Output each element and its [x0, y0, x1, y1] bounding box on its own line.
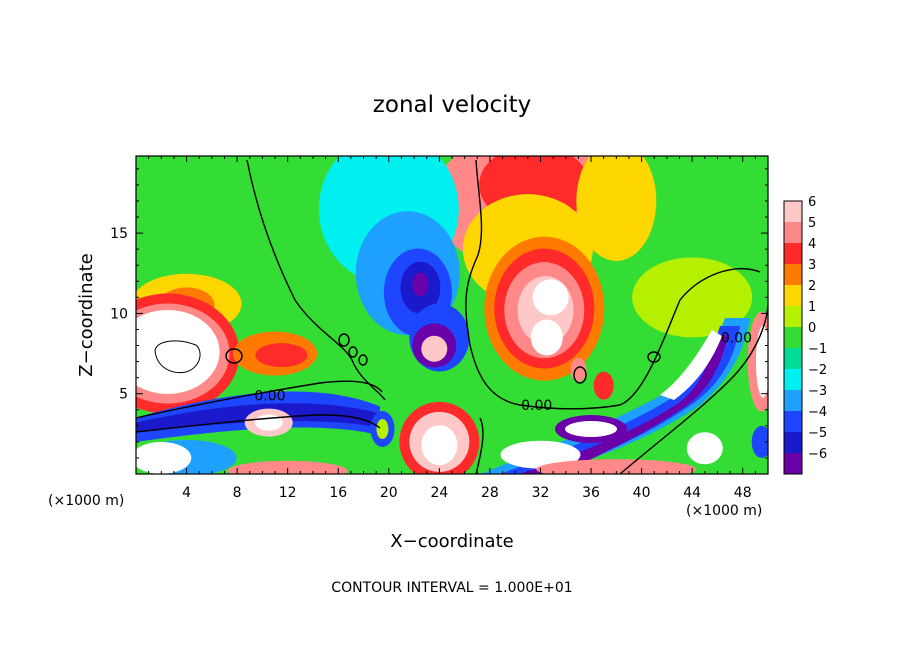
y-tick-label: 5: [119, 387, 128, 403]
field-blob-50: [593, 371, 614, 400]
colorbar-swatch: [784, 306, 802, 328]
velocity-field: 0.00 0.00 0.00: [136, 156, 768, 474]
colorbar-swatch: [784, 222, 802, 244]
colorbar-tick-label: −3: [808, 384, 827, 399]
zero-contour-lines: [136, 159, 768, 474]
field-blob-48: [751, 425, 768, 458]
field-blob-31: [136, 441, 192, 474]
field-blob-40: [520, 335, 728, 474]
colorbar-swatch: [784, 369, 802, 391]
x-tick-label: 40: [633, 485, 651, 501]
contour-label: 0.00: [721, 330, 752, 346]
x-tick-label: 36: [582, 485, 600, 501]
colorbar-tick-label: 3: [808, 258, 816, 273]
y-tick-label: 15: [110, 226, 128, 242]
x-tick-label: 12: [279, 485, 297, 501]
colorbar-swatch: [784, 264, 802, 286]
colorbar-tick-label: 6: [808, 195, 816, 210]
colorbar-tick-label: −6: [808, 447, 827, 462]
field-blob-47: [755, 325, 768, 398]
colorbar-swatch: [784, 390, 802, 412]
contour-label: 0.00: [254, 388, 285, 404]
x-tick-label: 24: [430, 485, 448, 501]
field-blob-44: [500, 440, 581, 469]
field-blob-25: [255, 343, 308, 368]
colorbar-swatch: [784, 432, 802, 454]
field-blob-45: [536, 459, 697, 474]
colorbar-tick-label: 2: [808, 279, 816, 294]
colorbar-tick-label: −1: [808, 342, 827, 357]
colorbar-tick-label: 1: [808, 300, 816, 315]
x-unit-right: (×1000 m): [686, 503, 762, 519]
x-tick-label: 32: [532, 485, 550, 501]
field-blob-19: [532, 279, 569, 316]
colorbar-tick-label: −4: [808, 405, 827, 420]
chart-title: zonal velocity: [373, 92, 531, 118]
field-blob-34: [376, 419, 389, 440]
colorbar-swatch: [784, 348, 802, 370]
contour-label: 0.00: [521, 398, 552, 414]
colorbar-tick-label: 5: [808, 216, 816, 231]
field-blob-37: [421, 425, 458, 466]
field-blob-43: [565, 421, 618, 438]
colorbar-swatch: [784, 453, 802, 475]
colorbar-tick-label: −2: [808, 363, 827, 378]
field-blob-32: [227, 460, 348, 474]
field-blob-20: [530, 319, 563, 356]
field-blob-7: [412, 272, 429, 297]
colorbar: 6 5 4 3 2 1 0 −1 −2 −3 −4 −5 −6: [783, 195, 827, 475]
x-tick-label: 28: [481, 485, 499, 501]
field-blob-13: [576, 156, 657, 261]
field-blob-10: [421, 335, 448, 362]
x-tick-label: 44: [683, 485, 701, 501]
colorbar-swatch: [784, 411, 802, 433]
x-tick-label: 20: [380, 485, 398, 501]
colorbar-swatch: [784, 327, 802, 349]
colorbar-tick-label: 4: [808, 237, 816, 252]
x-axis-label: X−coordinate: [390, 531, 513, 552]
colorbar-swatch: [784, 285, 802, 307]
field-blob-23: [136, 309, 220, 394]
colorbar-swatch: [784, 243, 802, 265]
field-blob-41: [660, 330, 722, 400]
x-unit-left: (×1000 m): [48, 493, 124, 509]
colorbar-frame: [783, 200, 803, 475]
field-blob-49: [686, 432, 723, 465]
colorbar-tick-label: −5: [808, 426, 827, 441]
x-tick-label: 4: [182, 485, 191, 501]
x-tick-label: 48: [734, 485, 752, 501]
x-tick-label: 8: [233, 485, 242, 501]
field-blob-14: [632, 257, 753, 338]
x-tick-label: 16: [329, 485, 347, 501]
colorbar-swatch: [784, 201, 802, 223]
y-tick-label: 10: [110, 306, 128, 322]
contour-interval-note: CONTOUR INTERVAL = 1.000E+01: [331, 580, 572, 596]
y-axis-label: Z−coordinate: [76, 253, 97, 376]
colorbar-tick-label: 0: [808, 321, 816, 336]
